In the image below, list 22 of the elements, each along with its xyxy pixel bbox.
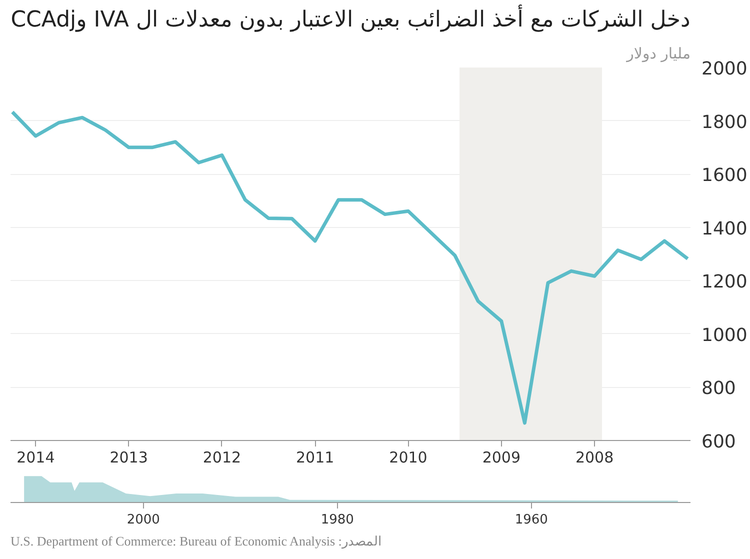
line-series xyxy=(10,110,690,425)
x-tick-label: 2000 xyxy=(126,512,160,528)
x-tick-label: 2010 xyxy=(389,448,428,466)
chart-title: دخل الشركات مع أخذ الضرائب بعين الاعتبار بدون معدلات ال IVA وCCAdj xyxy=(10,4,690,32)
y-tick-label: 600 xyxy=(702,432,736,452)
y-tick-label: 800 xyxy=(702,378,736,400)
y-tick-label: 1800 xyxy=(702,112,748,133)
x-tick-label: 2014 xyxy=(16,448,55,466)
text: U.S. Department of Commerce: Bureau of Economic Analysis :المصدر xyxy=(10,534,382,550)
y-tick-label: 1600 xyxy=(702,165,748,186)
x-tick-label: 1980 xyxy=(320,512,354,528)
y-tick-label: 1200 xyxy=(702,272,748,293)
x-tick-label: 1960 xyxy=(514,512,548,528)
y-tick-label: 1400 xyxy=(702,218,748,240)
x-tick-label: 2011 xyxy=(296,448,334,466)
y-tick-label: 2000 xyxy=(702,58,748,80)
x-tick-label: 2008 xyxy=(575,448,614,466)
y-tick-label: 1000 xyxy=(702,324,748,346)
x-tick-label: 2009 xyxy=(482,448,521,466)
x-tick-label: 2012 xyxy=(202,448,242,466)
y-axis-title: مليار دولار xyxy=(626,44,691,62)
x-tick-label: 2013 xyxy=(110,448,148,466)
